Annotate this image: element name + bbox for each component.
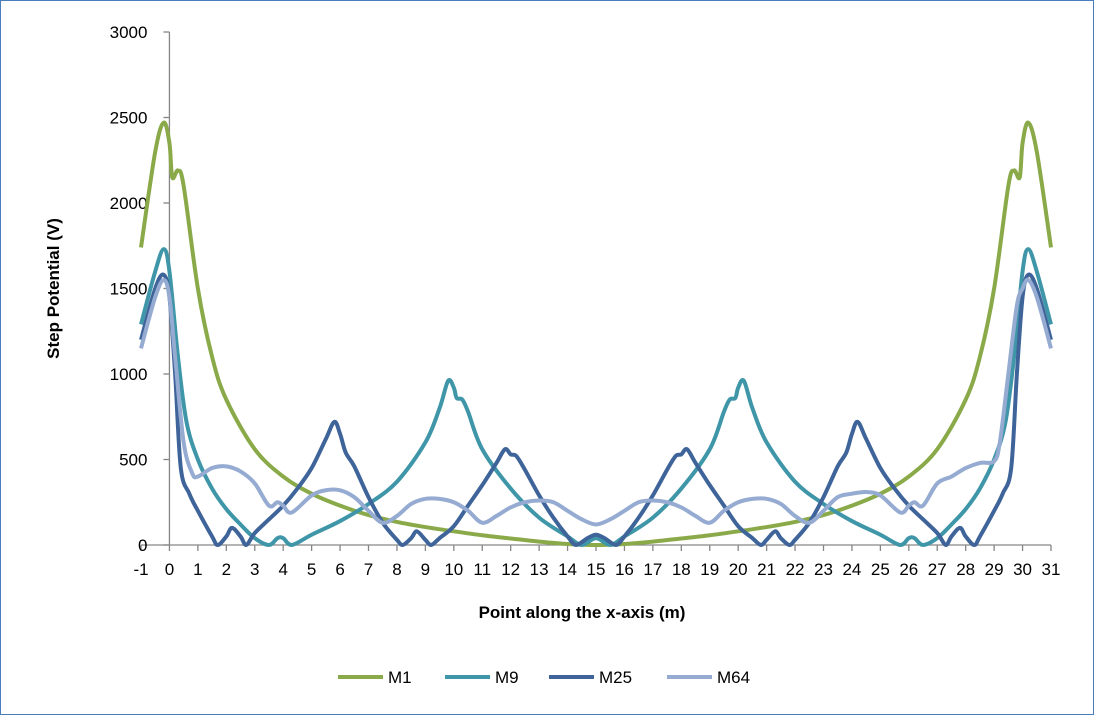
- x-tick-label: 18: [672, 560, 691, 579]
- series-line-m25: [139, 272, 1053, 547]
- x-tick-label: 2: [222, 560, 231, 579]
- x-tick-label: 23: [814, 560, 833, 579]
- x-tick-label: 10: [444, 560, 463, 579]
- x-tick-label: 6: [335, 560, 344, 579]
- x-tick-label: -1: [133, 560, 148, 579]
- x-tick-label: 8: [392, 560, 401, 579]
- x-tick-label: 4: [278, 560, 287, 579]
- legend: M1 M9 M25 M64: [338, 668, 750, 687]
- series-line-m1: [139, 120, 1053, 547]
- y-tick-label: 1000: [110, 365, 148, 384]
- x-tick-label: 3: [250, 560, 259, 579]
- x-tick-label: 26: [899, 560, 918, 579]
- x-tick-label: 22: [786, 560, 805, 579]
- x-tick-label: 28: [956, 560, 975, 579]
- legend-label-m1: M1: [388, 668, 412, 687]
- y-tick-label: 0: [138, 536, 147, 555]
- x-tick-label: 0: [165, 560, 174, 579]
- y-tick-label: 3000: [110, 23, 148, 42]
- x-tick-label: 1: [193, 560, 202, 579]
- axes: [141, 32, 1051, 546]
- x-tick-label: 13: [530, 560, 549, 579]
- legend-label-m9: M9: [495, 668, 519, 687]
- x-tick-label: 24: [842, 560, 861, 579]
- x-tick-label: 14: [558, 560, 577, 579]
- x-axis-title: Point along the x-axis (m): [479, 603, 686, 622]
- ticks: -1 0 1 2 3 4 5 6 7 8 9 10 11 12 13 14 15 16 17 18 19 20 21 22 23…: [110, 23, 1061, 579]
- legend-label-m25: M25: [599, 668, 632, 687]
- x-tick-label: 31: [1042, 560, 1061, 579]
- series-layer: [139, 120, 1053, 547]
- x-tick-label: 27: [928, 560, 947, 579]
- x-tick-label: 16: [615, 560, 634, 579]
- x-tick-label: 9: [421, 560, 430, 579]
- series-line-m9: [139, 247, 1053, 547]
- x-tick-label: 17: [643, 560, 662, 579]
- x-tick-label: 12: [501, 560, 520, 579]
- y-axis-title: Step Potential (V): [44, 218, 63, 359]
- x-tick-label: 20: [729, 560, 748, 579]
- y-tick-label: 2000: [110, 194, 148, 213]
- x-tick-label: 21: [757, 560, 776, 579]
- x-tick-label: 11: [473, 560, 491, 579]
- x-tick-label: 19: [700, 560, 719, 579]
- x-tick-label: 5: [307, 560, 316, 579]
- series-line-m64: [139, 277, 1053, 527]
- x-tick-label: 29: [985, 560, 1004, 579]
- x-tick-label: 25: [871, 560, 890, 579]
- x-tick-label: 15: [587, 560, 606, 579]
- legend-label-m64: M64: [717, 668, 750, 687]
- x-tick-label: 7: [364, 560, 373, 579]
- x-tick-label: 30: [1013, 560, 1032, 579]
- y-tick-label: 500: [119, 451, 147, 470]
- y-tick-label: 1500: [110, 280, 148, 299]
- y-tick-label: 2500: [110, 109, 148, 128]
